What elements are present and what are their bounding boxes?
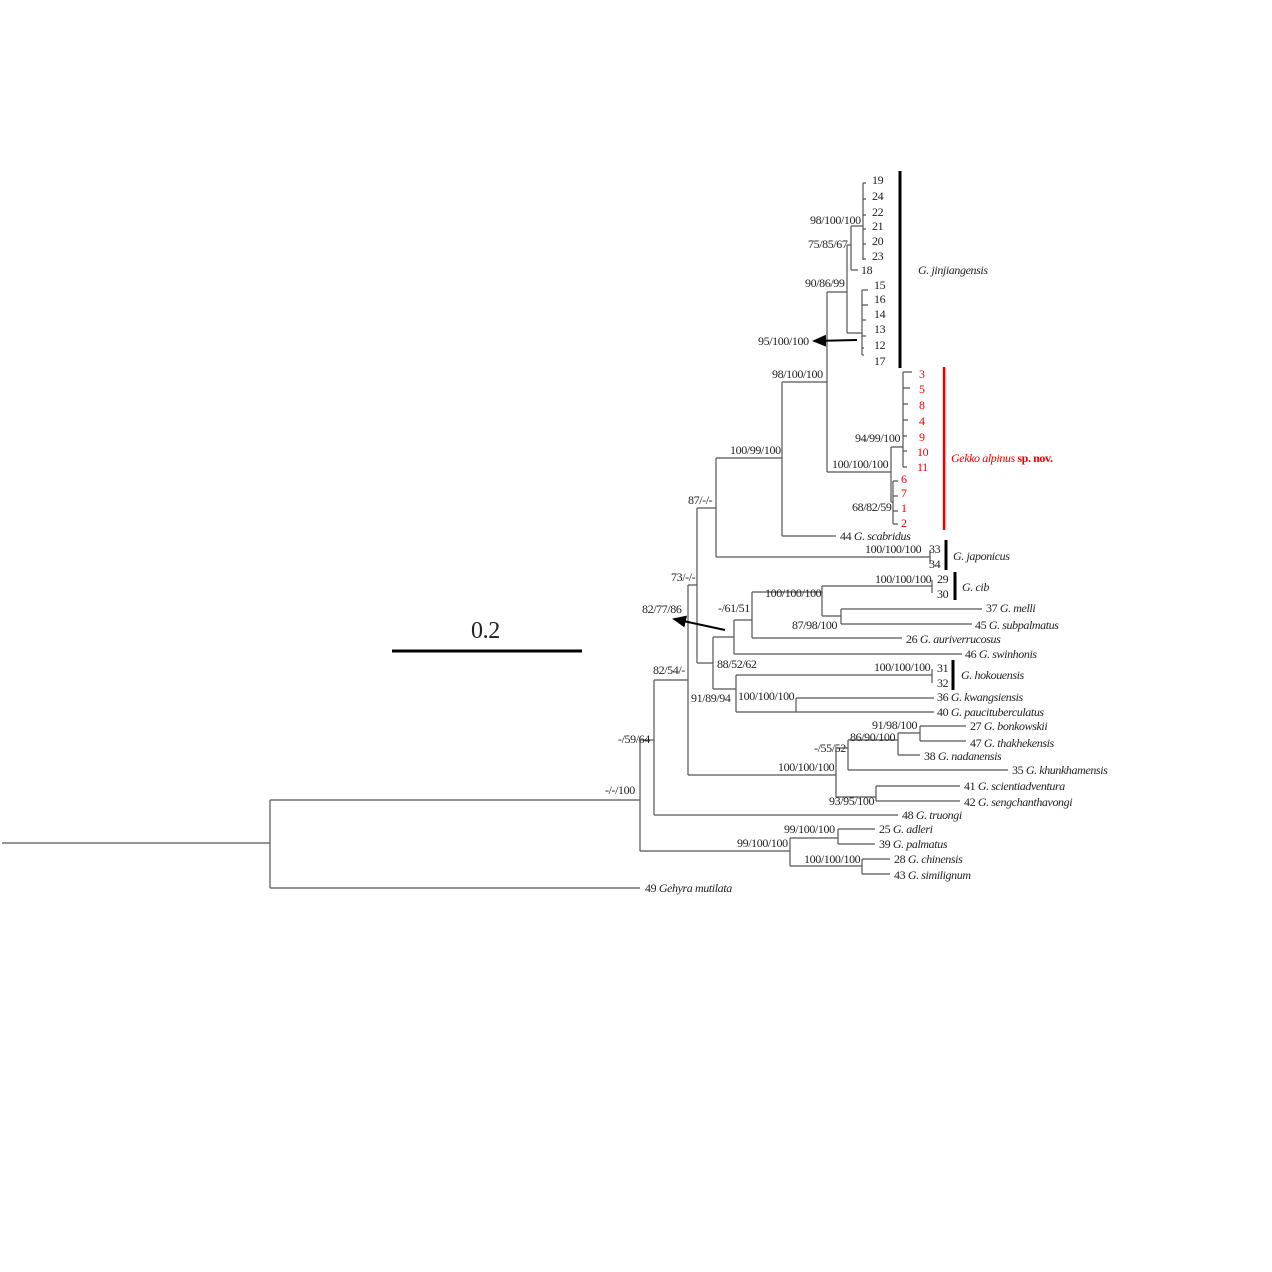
tip-label: 31 — [937, 661, 949, 675]
tip-label: 19 — [872, 173, 884, 187]
support-value: 98/100/100 — [810, 213, 861, 227]
tip-label: 46 G. swinhonis — [965, 647, 1037, 661]
support-value: 68/82/59 — [852, 500, 892, 514]
tip-label: 24 — [872, 189, 884, 203]
support-value: 75/85/67 — [808, 237, 848, 251]
tip-label: 47 G. thakhekensis — [970, 736, 1055, 750]
support-value: 100/100/100 — [804, 852, 861, 866]
arrow-95-100-100 — [812, 334, 858, 347]
support-value: -/59/64 — [618, 732, 650, 746]
support-value: 100/100/100 — [738, 689, 795, 703]
tip-label: 36 G. kwangsiensis — [937, 690, 1024, 704]
tip-label: 27 G. bonkowskii — [970, 719, 1047, 733]
tip-label: 41 G. scientiadventura — [964, 779, 1065, 793]
tip-label: 42 G. sengchanthavongi — [964, 795, 1072, 809]
tip-label: 30 — [937, 587, 949, 601]
support-values: 98/100/100 75/85/67 90/86/99 95/100/100 … — [605, 213, 932, 866]
tip-label: 9 — [919, 430, 925, 444]
support-value: 95/100/100 — [758, 334, 809, 348]
tip-label: 15 — [874, 278, 886, 292]
tip-label: 10 — [917, 445, 929, 459]
clade-label-jinjiangensis: G. jinjiangensis — [918, 263, 988, 277]
tip-label: 1 — [901, 501, 907, 515]
support-value: 86/90/100 — [850, 730, 895, 744]
tip-label: 28 G. chinensis — [894, 852, 963, 866]
tip-label: 33 — [929, 542, 941, 556]
support-value: 94/99/100 — [855, 431, 900, 445]
support-value: 100/100/100 — [832, 457, 889, 471]
support-value: 99/100/100 — [737, 836, 788, 850]
tip-label: 21 — [872, 219, 884, 233]
support-value: 100/100/100 — [778, 760, 835, 774]
tip-label: 13 — [874, 322, 886, 336]
tip-label: 43 G. similignum — [894, 868, 971, 882]
arrow-82-77-86 — [672, 615, 726, 631]
tip-label: 38 G. nadanensis — [924, 749, 1002, 763]
tip-label: 6 — [901, 472, 907, 486]
tip-label: 8 — [919, 398, 925, 412]
tip-label: 37 G. melli — [986, 601, 1035, 615]
tip-label: 29 — [937, 572, 949, 586]
support-value: 98/100/100 — [772, 367, 823, 381]
species-tips: 44 G. scabridus 37 G. melli 45 G. subpal… — [645, 529, 1109, 895]
tip-label: 20 — [872, 234, 884, 248]
tip-label: 44 G. scabridus — [840, 529, 911, 543]
tip-label: 12 — [874, 338, 886, 352]
support-value: 99/100/100 — [784, 822, 835, 836]
tip-label: 34 — [929, 557, 941, 571]
tip-label: 14 — [874, 307, 886, 321]
scale-bar-label: 0.2 — [471, 618, 500, 644]
support-value: 82/54/- — [653, 663, 685, 677]
clade-label-alpinus: Gekko alpinus sp. nov. — [951, 451, 1053, 465]
support-value: 90/86/99 — [805, 276, 845, 290]
support-value: 100/100/100 — [865, 542, 922, 556]
support-value: -/61/51 — [718, 601, 750, 615]
support-value: 87/98/100 — [792, 618, 837, 632]
support-value: 100/99/100 — [730, 443, 781, 457]
tip-label: 2 — [901, 516, 907, 530]
tip-label: 32 — [937, 676, 949, 690]
tip-label: 39 G. palmatus — [879, 837, 948, 851]
jinjiangensis-tips: 19 24 22 21 20 23 18 15 16 14 13 12 17 — [861, 173, 886, 368]
tip-label: 18 — [861, 263, 873, 277]
support-value: -/55/52 — [814, 741, 846, 755]
support-value: 100/100/100 — [874, 660, 931, 674]
tip-label: 45 G. subpalmatus — [975, 618, 1059, 632]
tip-label: 23 — [872, 249, 884, 263]
support-value: 100/100/100 — [875, 572, 932, 586]
tip-label: 49 Gehyra mutilata — [645, 881, 732, 895]
tip-label: 22 — [872, 205, 884, 219]
clade-label-cib: G. cib — [962, 580, 989, 594]
tip-label: 35 G. khunkhamensis — [1012, 763, 1108, 777]
support-value: 87/-/- — [688, 493, 713, 507]
tip-label: 25 G. adleri — [879, 822, 933, 836]
tip-label: 26 G. auriverrucosus — [906, 632, 1001, 646]
tip-label: 48 G. truongi — [902, 808, 962, 822]
tip-label: 40 G. paucituberculatus — [937, 705, 1044, 719]
support-value: -/-/100 — [605, 783, 635, 797]
tip-label: 11 — [917, 460, 928, 474]
support-value: 73/-/- — [671, 570, 696, 584]
tip-label: 16 — [874, 292, 886, 306]
clade-label-japonicus: G. japonicus — [953, 549, 1010, 563]
support-value: 93/95/100 — [829, 794, 874, 808]
support-value: 91/98/100 — [872, 718, 917, 732]
support-value: 88/52/62 — [717, 657, 757, 671]
tip-label: 7 — [901, 486, 907, 500]
tip-label: 17 — [874, 354, 886, 368]
support-value: 91/89/94 — [691, 691, 731, 705]
support-value: 82/77/86 — [642, 602, 682, 616]
tip-label: 3 — [919, 367, 925, 381]
clade-label-hokouensis: G. hokouensis — [961, 668, 1025, 682]
support-value: 100/100/100 — [765, 586, 822, 600]
tree-branches — [2, 182, 1008, 889]
tip-label: 5 — [919, 382, 925, 396]
tip-label: 4 — [919, 414, 925, 428]
alpinus-tips: 3 5 8 4 9 10 11 6 7 1 2 — [901, 367, 929, 530]
